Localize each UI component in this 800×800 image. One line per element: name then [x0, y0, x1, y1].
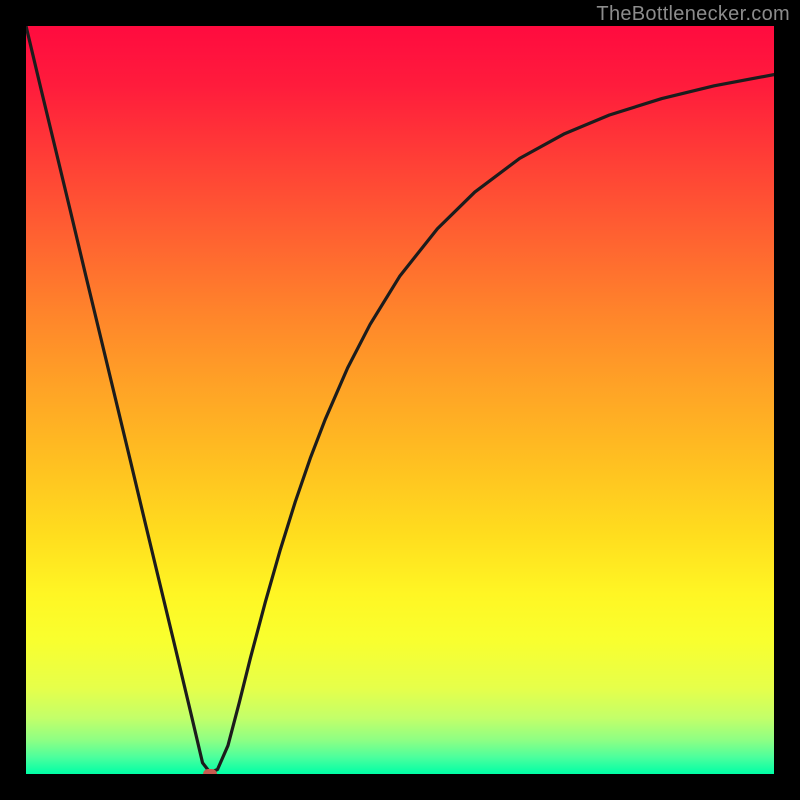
watermark-text: TheBottlenecker.com: [596, 3, 790, 26]
optimum-marker: [203, 769, 217, 774]
chart-frame: [26, 26, 774, 774]
bottleneck-curve: [26, 26, 774, 774]
